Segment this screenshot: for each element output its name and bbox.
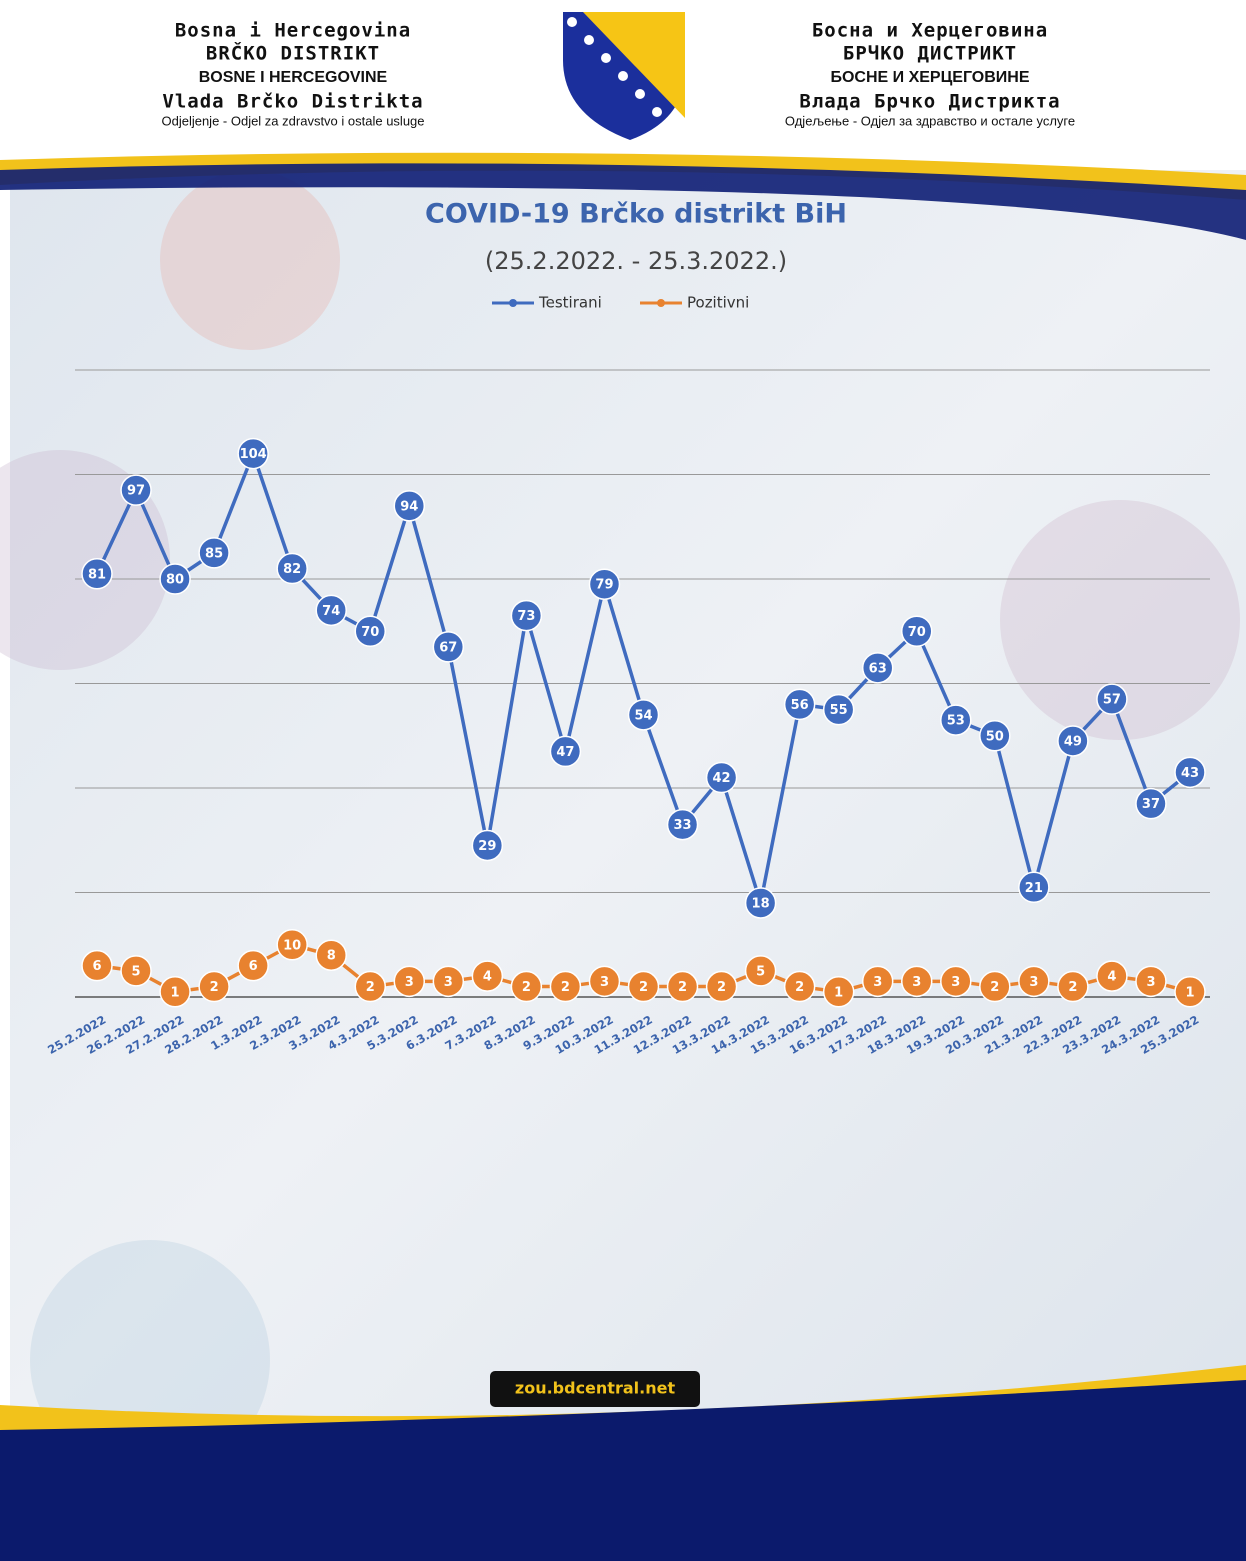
data-label: 2 bbox=[717, 980, 726, 995]
data-label: 54 bbox=[634, 708, 652, 723]
data-label: 2 bbox=[366, 980, 375, 995]
data-label: 70 bbox=[361, 625, 379, 640]
data-label: 47 bbox=[556, 745, 574, 760]
chart-subtitle: (25.2.2022. - 25.3.2022.) bbox=[485, 247, 787, 275]
legend-label: Testirani bbox=[538, 294, 602, 312]
data-label: 79 bbox=[595, 578, 613, 593]
legend-label: Pozitivni bbox=[687, 294, 749, 312]
data-label: 67 bbox=[439, 640, 457, 655]
data-label: 3 bbox=[1029, 975, 1038, 990]
data-label: 2 bbox=[210, 980, 219, 995]
infographic: Bosna i Hercegovina BRČKO DISTRIKT BOSNE… bbox=[0, 0, 1246, 1561]
data-label: 2 bbox=[561, 980, 570, 995]
data-label: 74 bbox=[322, 604, 340, 619]
url-text: zou.bdcentral.net bbox=[515, 1379, 676, 1398]
header-text: Влада Брчко Дистрикта bbox=[799, 91, 1060, 113]
data-label: 104 bbox=[240, 447, 267, 462]
data-label: 3 bbox=[444, 975, 453, 990]
data-label: 94 bbox=[400, 499, 418, 514]
data-label: 10 bbox=[283, 938, 301, 953]
data-label: 33 bbox=[673, 818, 691, 833]
data-label: 1 bbox=[171, 985, 180, 1000]
data-label: 3 bbox=[405, 975, 414, 990]
chart-title: COVID-19 Brčko distrikt BiH bbox=[425, 199, 847, 230]
decor bbox=[160, 170, 340, 350]
data-label: 3 bbox=[600, 975, 609, 990]
data-label: 6 bbox=[92, 959, 101, 974]
header-text: БОСНЕ И ХЕРЦЕГОВИНЕ bbox=[830, 69, 1029, 86]
data-label: 55 bbox=[830, 703, 848, 718]
data-label: 50 bbox=[986, 729, 1004, 744]
data-label: 4 bbox=[1107, 970, 1116, 985]
header-text: BOSNE I HERCEGOVINE bbox=[199, 69, 388, 86]
data-label: 1 bbox=[834, 985, 843, 1000]
data-label: 49 bbox=[1064, 734, 1082, 749]
data-label: 3 bbox=[873, 975, 882, 990]
data-label: 3 bbox=[912, 975, 921, 990]
data-label: 63 bbox=[869, 661, 887, 676]
data-label: 53 bbox=[947, 714, 965, 729]
header-text: Одјељење - Одјел за здравство и остале у… bbox=[785, 113, 1075, 128]
header-text: Босна и Херцеговина bbox=[812, 20, 1048, 42]
data-label: 85 bbox=[205, 546, 223, 561]
data-label: 21 bbox=[1025, 881, 1043, 896]
data-label: 43 bbox=[1181, 766, 1199, 781]
data-label: 5 bbox=[132, 964, 141, 979]
data-label: 57 bbox=[1103, 693, 1121, 708]
header-text: Odjeljenje - Odjel za zdravstvo i ostale… bbox=[161, 113, 424, 128]
data-label: 2 bbox=[990, 980, 999, 995]
data-label: 2 bbox=[639, 980, 648, 995]
data-label: 70 bbox=[908, 625, 926, 640]
data-label: 3 bbox=[1146, 975, 1155, 990]
data-label: 56 bbox=[791, 698, 809, 713]
header-text: BRČKO DISTRIKT bbox=[206, 41, 380, 65]
data-label: 2 bbox=[1068, 980, 1077, 995]
header-text: БРЧКО ДИСТРИКТ bbox=[843, 43, 1017, 65]
data-label: 80 bbox=[166, 573, 184, 588]
data-label: 8 bbox=[327, 949, 336, 964]
data-label: 81 bbox=[88, 567, 106, 582]
legend-marker bbox=[657, 299, 665, 307]
data-label: 4 bbox=[483, 970, 492, 985]
header-text: Vlada Brčko Distrikta bbox=[162, 91, 423, 113]
data-label: 29 bbox=[478, 839, 496, 854]
data-label: 97 bbox=[127, 484, 145, 499]
data-label: 42 bbox=[713, 771, 731, 786]
data-label: 5 bbox=[756, 964, 765, 979]
chart-background bbox=[10, 170, 1246, 1430]
data-label: 73 bbox=[517, 609, 535, 624]
data-label: 3 bbox=[951, 975, 960, 990]
legend-marker bbox=[509, 299, 517, 307]
data-label: 18 bbox=[752, 896, 770, 911]
data-label: 2 bbox=[795, 980, 804, 995]
data-label: 1 bbox=[1185, 985, 1194, 1000]
data-label: 82 bbox=[283, 562, 301, 577]
data-label: 6 bbox=[249, 959, 258, 974]
header-text: Bosna i Hercegovina bbox=[175, 20, 411, 42]
data-label: 2 bbox=[678, 980, 687, 995]
data-label: 37 bbox=[1142, 797, 1160, 812]
data-label: 2 bbox=[522, 980, 531, 995]
